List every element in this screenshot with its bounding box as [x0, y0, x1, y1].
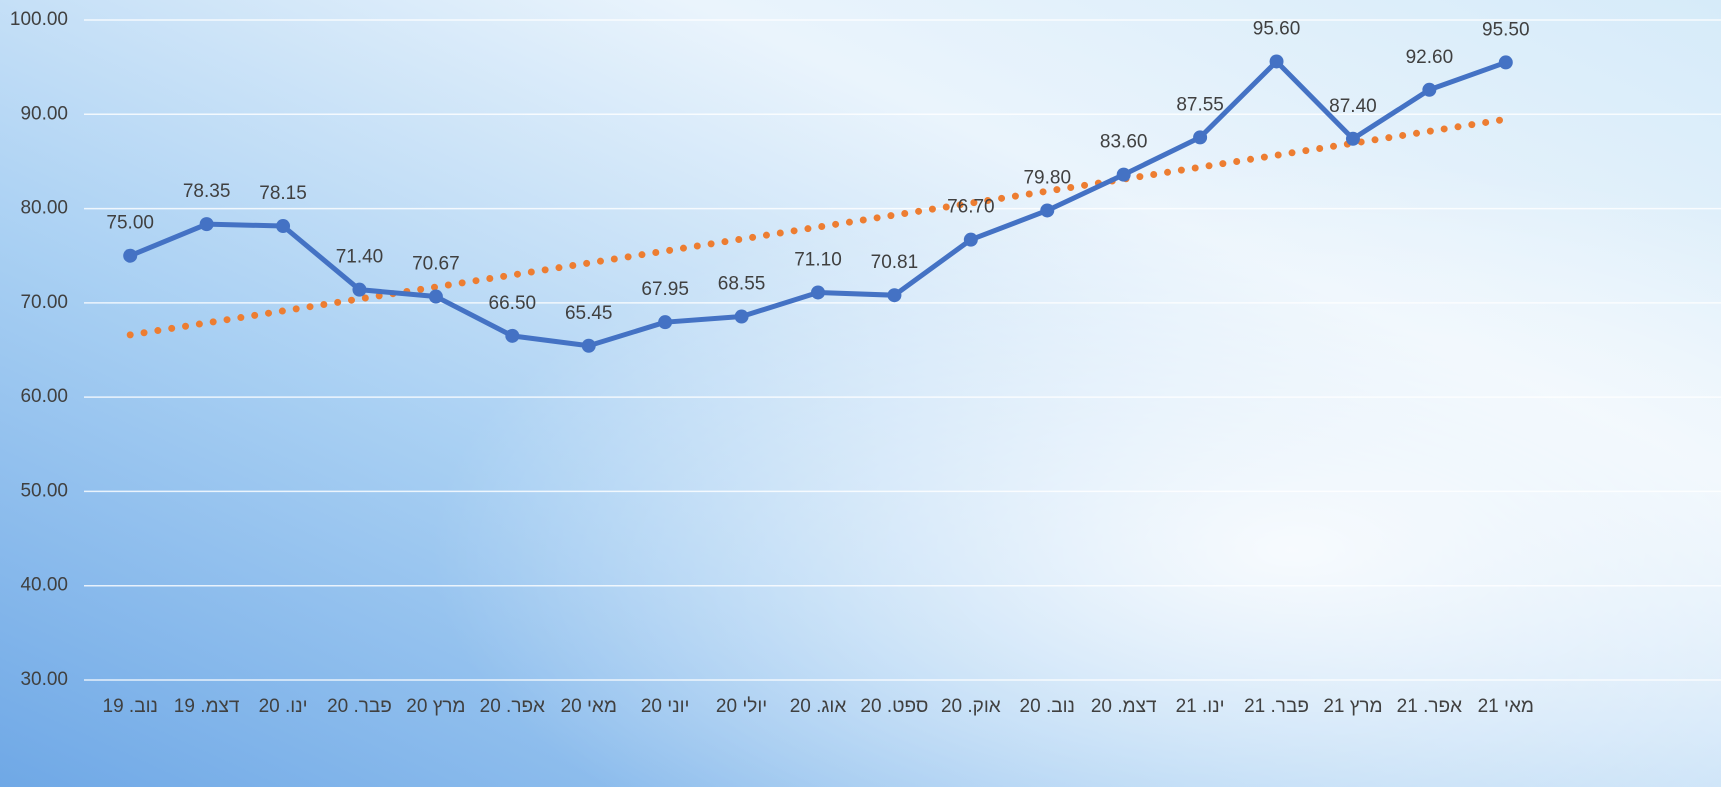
data-point: [887, 288, 902, 303]
x-tick-label: אוג. 20: [790, 696, 847, 717]
data-point: [658, 315, 673, 330]
data-label: 70.81: [871, 252, 919, 273]
y-tick-label: 50.00: [20, 480, 68, 501]
data-point: [1422, 82, 1437, 97]
data-label: 95.60: [1253, 19, 1301, 40]
data-point: [505, 328, 520, 343]
x-tick-label: מאי 21: [1478, 696, 1534, 717]
data-point: [1269, 54, 1284, 69]
data-label: 67.95: [641, 279, 689, 300]
x-tick-label: מאי 20: [561, 696, 617, 717]
data-label: 87.55: [1176, 94, 1224, 115]
data-label: 70.67: [412, 254, 460, 275]
data-label: 83.60: [1100, 132, 1148, 153]
data-label: 76.70: [947, 197, 995, 218]
data-label: 68.55: [718, 274, 766, 295]
x-tick-label: פבר. 20: [327, 696, 392, 717]
y-tick-label: 100.00: [10, 9, 68, 30]
x-tick-label: נוב. 20: [1020, 696, 1075, 717]
x-tick-label: פבר. 21: [1244, 696, 1309, 717]
data-point: [352, 282, 367, 297]
data-point: [123, 248, 138, 263]
x-tick-label: אוק. 20: [941, 696, 1001, 717]
data-point: [428, 289, 443, 304]
data-point: [734, 309, 749, 324]
data-label: 87.40: [1329, 96, 1377, 117]
x-tick-label: מרץ 21: [1323, 696, 1382, 717]
data-point: [199, 217, 214, 232]
data-point: [276, 219, 291, 234]
data-label: 71.40: [336, 247, 384, 268]
data-point: [811, 285, 825, 300]
x-tick-label: ינו. 20: [259, 696, 308, 717]
data-label: 71.10: [794, 250, 842, 271]
x-tick-label: יולי 20: [716, 696, 767, 717]
x-tick-label: יוני 20: [641, 696, 690, 717]
data-point: [581, 338, 596, 353]
x-tick-label: דצמ. 20: [1091, 696, 1157, 717]
data-label: 78.35: [183, 181, 231, 202]
y-tick-label: 80.00: [20, 198, 68, 219]
data-label: 66.50: [489, 293, 537, 314]
y-tick-label: 40.00: [20, 575, 68, 596]
x-tick-label: ספט. 20: [860, 696, 928, 717]
data-point: [1116, 167, 1131, 182]
x-tick-label: ינו. 21: [1176, 696, 1225, 717]
x-tick-label: מרץ 20: [406, 696, 465, 717]
y-tick-label: 90.00: [20, 103, 68, 124]
x-tick-label: אפר. 21: [1397, 696, 1462, 717]
data-point: [1040, 203, 1055, 218]
y-tick-label: 60.00: [20, 386, 68, 407]
data-point: [963, 232, 978, 247]
trendline: [126, 115, 1510, 339]
y-tick-label: 30.00: [20, 669, 68, 690]
data-point: [1498, 55, 1513, 70]
x-tick-label: אפר. 20: [480, 696, 545, 717]
data-label: 79.80: [1023, 167, 1071, 188]
data-point: [1193, 130, 1208, 145]
data-label: 78.15: [259, 183, 307, 204]
data-label: 95.50: [1482, 19, 1530, 40]
y-tick-label: 70.00: [20, 292, 68, 313]
data-label: 92.60: [1406, 47, 1454, 68]
x-tick-label: נוב. 19: [103, 696, 158, 717]
data-point: [1345, 131, 1360, 146]
data-label: 65.45: [565, 303, 613, 324]
x-tick-label: דצמ. 19: [174, 696, 240, 717]
data-label: 75.00: [106, 213, 154, 234]
